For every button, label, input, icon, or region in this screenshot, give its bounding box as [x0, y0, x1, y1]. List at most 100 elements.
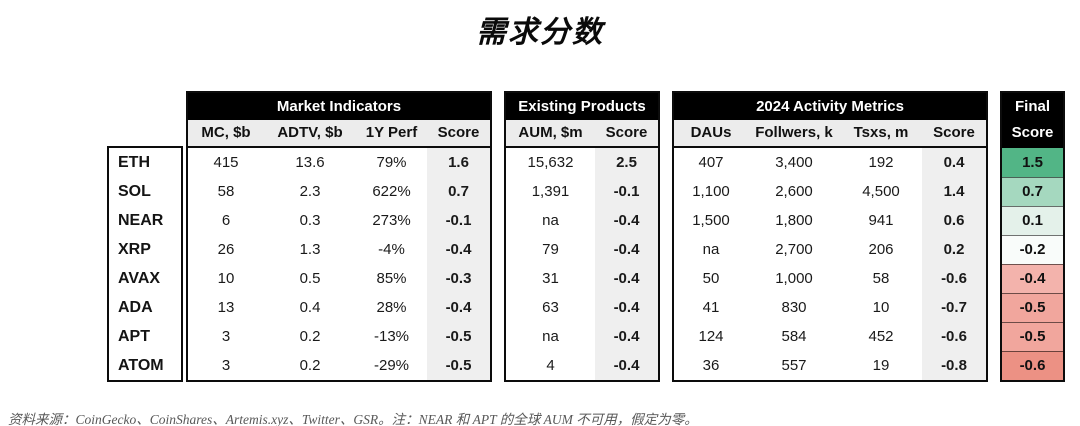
table-row: 58 2.3 622% 0.7 — [188, 177, 490, 206]
section-market-indicators: Market Indicators MC, $b ADTV, $b 1Y Perf Sc… — [186, 91, 492, 382]
score-cell: -0.4 — [595, 322, 658, 351]
table-cell: 124 — [698, 328, 724, 345]
source-footnote: 资料来源：CoinGecko、CoinShares、Artemis.xyz、Tw… — [8, 412, 698, 426]
table-cell: 1,100 — [692, 183, 730, 200]
score-cell: -0.4 — [595, 206, 658, 235]
table-cell: 3,400 — [775, 154, 813, 171]
table-cell: 10 — [872, 299, 890, 316]
table-cell: -13% — [373, 328, 410, 345]
final-score-cell: 0.1 — [1002, 206, 1063, 235]
table-cell: 28% — [376, 299, 407, 316]
final-score-cell: -0.4 — [1002, 264, 1063, 293]
score-cell: -0.6 — [922, 264, 986, 293]
table-cell: 1,391 — [531, 183, 570, 200]
table-cell: 4,500 — [862, 183, 900, 200]
table-cell: 41 — [702, 299, 720, 316]
section-header: 2024 Activity Metrics — [674, 93, 986, 120]
score-cell: 0.6 — [922, 206, 986, 235]
table-row: 3 0.2 -13% -0.5 — [188, 322, 490, 351]
table-cell: 415 — [213, 154, 239, 171]
table-row: 41 830 10 -0.7 — [674, 293, 986, 322]
table-cell: na — [542, 212, 559, 229]
section-header: Market Indicators — [188, 93, 490, 120]
table-row: 13 0.4 28% -0.4 — [188, 293, 490, 322]
table-cell: 407 — [698, 154, 724, 171]
table-row: 10 0.5 85% -0.3 — [188, 264, 490, 293]
table-cell: 50 — [702, 270, 720, 287]
score-cell: 1.6 — [427, 148, 490, 177]
score-cell: 0.7 — [427, 177, 490, 206]
table-cell: 36 — [702, 357, 720, 374]
table-cell: 622% — [372, 183, 411, 200]
final-score-values: 1.5 0.7 0.1 -0.2 -0.4 -0.5 -0.5 -0.6 — [1002, 148, 1063, 380]
table-cell: 0.3 — [299, 212, 321, 229]
table-row: 6 0.3 273% -0.1 — [188, 206, 490, 235]
table-cell: 1,000 — [775, 270, 813, 287]
score-cell: -0.4 — [595, 264, 658, 293]
coin-column: ETH SOL NEAR XRP AVAX ADA APT ATOM — [107, 146, 183, 382]
coin-label-near: NEAR — [118, 212, 164, 229]
table-cell: 79 — [542, 241, 559, 258]
table-cell: 452 — [868, 328, 894, 345]
final-score-cell: -0.2 — [1002, 235, 1063, 264]
table-row: 26 1.3 -4% -0.4 — [188, 235, 490, 264]
table-cell: 13 — [217, 299, 235, 316]
column-header: Score — [933, 124, 975, 141]
table-cell: 6 — [221, 212, 231, 229]
column-header: 1Y Perf — [365, 124, 418, 141]
column-header: MC, $b — [201, 124, 251, 141]
table-cell: 3 — [221, 357, 231, 374]
score-cell: -0.8 — [922, 351, 986, 380]
final-score-cell: -0.5 — [1002, 293, 1063, 322]
coin-label-atom: ATOM — [118, 357, 164, 374]
final-score-cell: 1.5 — [1002, 148, 1063, 177]
score-cell: 2.5 — [595, 148, 658, 177]
table-cell: 79% — [376, 154, 407, 171]
table-cell: 941 — [868, 212, 894, 229]
table-cell: 1.3 — [299, 241, 321, 258]
score-cell: -0.4 — [595, 235, 658, 264]
table-cell: 2,700 — [775, 241, 813, 258]
table-row: na -0.4 — [506, 206, 658, 235]
table-cell: 0.5 — [299, 270, 321, 287]
table-row: 4 -0.4 — [506, 351, 658, 380]
table-cell: 273% — [372, 212, 411, 229]
column-header-row: MC, $b ADTV, $b 1Y Perf Score — [188, 120, 490, 148]
score-cell: -0.4 — [595, 293, 658, 322]
table-cell: 4 — [546, 357, 555, 374]
score-cell: -0.5 — [427, 351, 490, 380]
score-cell: -0.1 — [595, 177, 658, 206]
table-row: 50 1,000 58 -0.6 — [674, 264, 986, 293]
table-row: 124 584 452 -0.6 — [674, 322, 986, 351]
score-cell: -0.4 — [427, 235, 490, 264]
score-cell: 1.4 — [922, 177, 986, 206]
table-cell: 192 — [868, 154, 894, 171]
table-row: 1,391 -0.1 — [506, 177, 658, 206]
table-cell: 58 — [217, 183, 235, 200]
table-row: 15,632 2.5 — [506, 148, 658, 177]
table-cell: 0.2 — [299, 357, 321, 374]
section-existing-products: Existing Products AUM, $m Score 15,632 2.5 1,… — [504, 91, 660, 382]
table-cell: 0.4 — [299, 299, 321, 316]
table-row: 415 13.6 79% 1.6 — [188, 148, 490, 177]
final-score-header: Final Score — [1002, 93, 1063, 148]
table-cell: 1,500 — [692, 212, 730, 229]
table-cell: na — [702, 241, 720, 258]
coin-label-xrp: XRP — [118, 241, 151, 258]
score-cell: 0.2 — [922, 235, 986, 264]
table-cell: -4% — [378, 241, 405, 258]
section-header: Existing Products — [506, 93, 658, 120]
table-row: 31 -0.4 — [506, 264, 658, 293]
table-cell: 63 — [542, 299, 559, 316]
page-title: 需求分数 — [476, 16, 604, 49]
score-table: ETH SOL NEAR XRP AVAX ADA APT ATOM Market Indic… — [107, 91, 1080, 382]
sections-container: Market Indicators MC, $b ADTV, $b 1Y Perf Sc… — [186, 91, 1000, 382]
score-cell: 0.4 — [922, 148, 986, 177]
table-row: na 2,700 206 0.2 — [674, 235, 986, 264]
table-row: na -0.4 — [506, 322, 658, 351]
table-row: 1,500 1,800 941 0.6 — [674, 206, 986, 235]
coin-label-avax: AVAX — [118, 270, 161, 287]
table-row: 3 0.2 -29% -0.5 — [188, 351, 490, 380]
final-score-cell: -0.6 — [1002, 351, 1063, 380]
table-cell: 31 — [542, 270, 559, 287]
